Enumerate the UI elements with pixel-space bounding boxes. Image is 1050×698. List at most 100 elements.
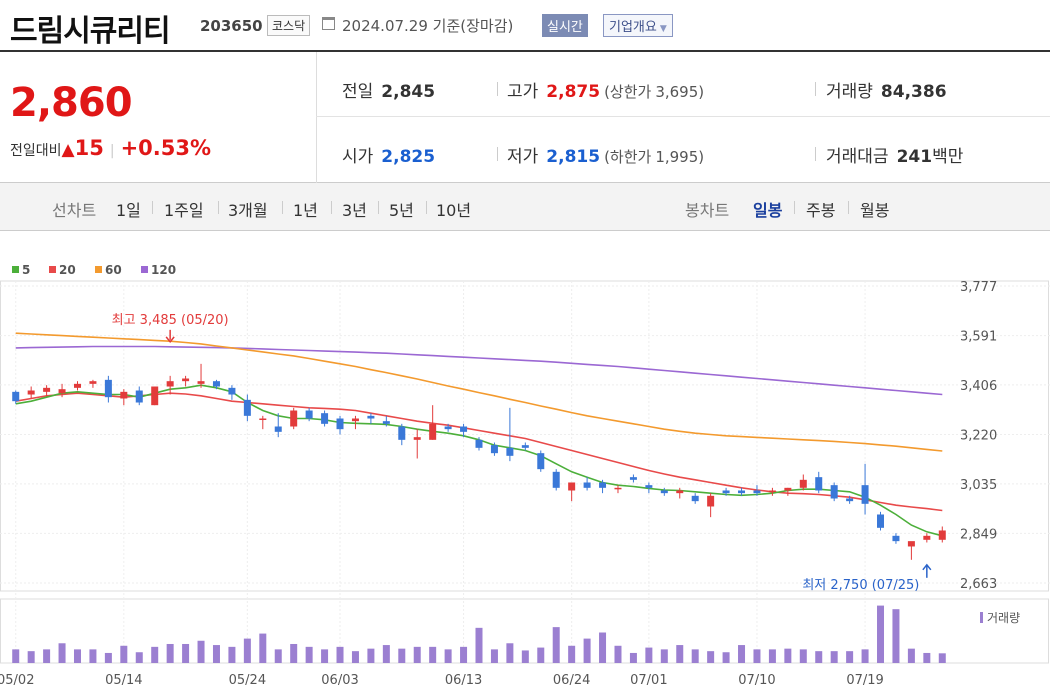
candle-body: [135, 390, 143, 403]
candle-body: [429, 423, 437, 440]
tab-5y[interactable]: 5년: [389, 201, 414, 220]
candle-body: [738, 490, 746, 494]
volume-bar: [259, 633, 267, 663]
volume-bar: [475, 627, 483, 663]
volume-bar: [784, 648, 792, 663]
y-tick-label: 2,663: [960, 577, 997, 592]
candle-body: [274, 426, 282, 432]
volume: 거래량 84,386: [826, 82, 947, 102]
volume-bar: [768, 649, 776, 663]
low-arrow-head: [922, 563, 932, 571]
stock-name: 드림시큐리티: [10, 14, 171, 49]
legend-swatch: [141, 266, 148, 273]
candle-body: [259, 418, 267, 421]
high-annotation: 최고 3,485 (05/20): [112, 313, 229, 328]
tab-1y[interactable]: 1년: [293, 201, 318, 220]
candle-body: [336, 418, 344, 430]
legend-swatch: [49, 266, 56, 273]
stock-chart: 3,777 3,591 3,406 3,220 3,035 2,849 2,663 05/02…: [0, 231, 1050, 694]
volume-bar: [830, 651, 838, 663]
candle-body: [444, 426, 452, 430]
volume-bar: [43, 649, 51, 663]
volume-bar: [629, 652, 637, 663]
volume-bar: [460, 646, 468, 663]
volume-bar: [73, 649, 81, 663]
volume-bar: [490, 649, 498, 663]
tab-monthly[interactable]: 월봉: [860, 201, 890, 220]
candle-body: [583, 482, 591, 488]
volume-bar: [923, 652, 931, 663]
tab-weekly[interactable]: 주봉: [806, 201, 836, 220]
volume-bar: [135, 652, 143, 663]
candle-body: [182, 378, 190, 382]
candle-body: [228, 387, 236, 395]
volume-bar: [691, 649, 699, 663]
low-annotation: 최저 2,750 (07/25): [802, 578, 919, 593]
tab-3m[interactable]: 3개월: [228, 201, 268, 220]
x-tick-label: 07/10: [738, 673, 775, 688]
candle-body: [892, 535, 900, 542]
high-arrow-head: [165, 336, 175, 344]
volume-bar: [722, 652, 730, 663]
volume-bar: [907, 648, 915, 663]
candle-body: [768, 490, 776, 492]
volume-bar: [938, 653, 946, 663]
candle-body: [923, 535, 931, 540]
volume-bar: [12, 649, 20, 663]
ma20-line: [15, 392, 943, 512]
x-tick-label: 05/14: [105, 673, 142, 688]
candle-body: [321, 413, 329, 424]
candle-body: [846, 498, 854, 502]
candle-body: [305, 410, 313, 419]
calendar-icon: [322, 17, 335, 30]
volume-bar: [89, 649, 97, 663]
volume-bar: [151, 646, 159, 663]
volume-bar: [351, 651, 359, 663]
candle-body: [599, 482, 607, 488]
y-tick-label: 2,849: [960, 527, 997, 542]
tab-3y[interactable]: 3년: [342, 201, 367, 220]
volume-bar: [660, 649, 668, 663]
volume-bar: [707, 651, 715, 663]
volume-bar: [877, 605, 885, 663]
x-tick-label: 06/13: [445, 673, 482, 688]
candle-body: [707, 495, 715, 507]
volume-bar: [58, 643, 66, 663]
y-tick-label: 3,220: [960, 429, 997, 444]
candle-body: [398, 426, 406, 440]
realtime-button[interactable]: 실시간: [542, 14, 588, 37]
volume-bar: [753, 649, 761, 663]
chevron-down-icon: ▼: [659, 24, 667, 34]
candle-body: [197, 381, 205, 384]
tab-1d[interactable]: 1일: [116, 201, 141, 220]
candle-body: [938, 530, 946, 540]
legend-label: 120: [151, 263, 176, 277]
volume-bar: [799, 649, 807, 663]
tab-daily[interactable]: 일봉: [753, 201, 783, 220]
volume-bar: [738, 645, 746, 663]
volume-bar: [212, 645, 220, 663]
candlestick-chart: 3,777 3,591 3,406 3,220 3,035 2,849 2,663 05/02…: [0, 263, 1050, 688]
change-value: 15: [74, 136, 104, 160]
candle-body: [568, 482, 576, 491]
volume-bar: [506, 643, 514, 663]
volume-bar: [398, 648, 406, 663]
price-change: 전일대비▲15 | +0.53%: [10, 136, 212, 160]
y-tick-label: 3,777: [960, 280, 997, 295]
company-info-dropdown[interactable]: 기업개요 ▼: [603, 14, 673, 37]
candle-body: [861, 485, 869, 504]
tab-1w[interactable]: 1주일: [164, 201, 204, 220]
price-plot-frame: [0, 280, 1049, 592]
quote-date: 2024.07.29 기준(장마감): [342, 17, 514, 35]
x-tick-label: 06/24: [553, 673, 590, 688]
x-tick-label: 07/01: [630, 673, 667, 688]
tab-10y[interactable]: 10년: [436, 201, 472, 220]
volume-bar: [815, 651, 823, 663]
candle-body: [645, 485, 653, 488]
candle-body: [830, 485, 838, 499]
candle-body: [382, 421, 390, 424]
candle-body: [552, 471, 560, 488]
candle-body: [815, 477, 823, 491]
candle-body: [877, 514, 885, 528]
legend-label: 20: [59, 263, 76, 277]
